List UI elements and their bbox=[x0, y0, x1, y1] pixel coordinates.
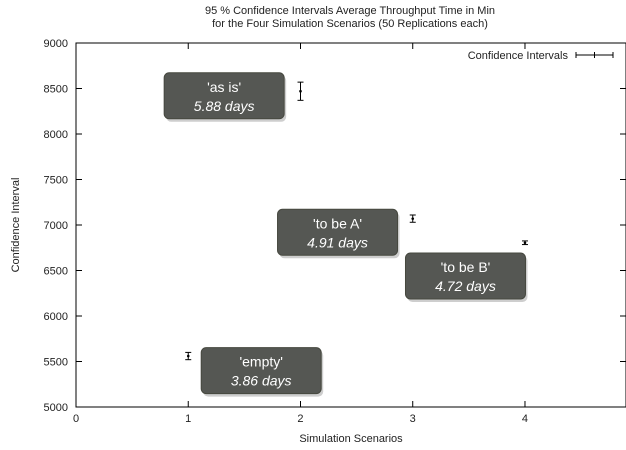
x-tick-label: 4 bbox=[522, 413, 528, 425]
annotation-days: 3.86 days bbox=[231, 373, 292, 389]
y-tick-label: 6000 bbox=[44, 311, 68, 323]
annotation-scenario: 'as is' bbox=[207, 79, 241, 95]
x-axis: 0 1 2 3 4 bbox=[73, 43, 528, 425]
y-tick-label: 7500 bbox=[44, 175, 68, 187]
errorbar bbox=[297, 81, 304, 101]
y-tick-label: 9000 bbox=[44, 38, 68, 50]
y-axis: 5000 5500 6000 6500 7000 7500 8000 8500 9000 bbox=[44, 38, 626, 414]
annotation-bg bbox=[277, 208, 399, 256]
annotation-box: 'to be B' 4.72 days bbox=[404, 252, 528, 302]
y-tick-label: 8000 bbox=[44, 129, 68, 141]
annotation-bg bbox=[404, 252, 526, 300]
x-tick-label: 3 bbox=[410, 413, 416, 425]
annotation-bg bbox=[163, 72, 285, 120]
annotation-days: 5.88 days bbox=[194, 98, 255, 114]
errorbar bbox=[185, 351, 192, 361]
errorbar-point bbox=[186, 354, 190, 358]
annotation-scenario: 'to be B' bbox=[441, 259, 491, 275]
annotation-days: 4.91 days bbox=[307, 234, 368, 250]
annotation-scenario: 'to be A' bbox=[313, 215, 362, 231]
x-axis-label: Simulation Scenarios bbox=[299, 433, 403, 445]
chart-subtitle: for the Four Simulation Scenarios (50 Re… bbox=[212, 18, 488, 30]
annotation-boxes: 'as is'5.88 days'to be A'4.91 days'to be… bbox=[163, 72, 528, 397]
errorbar bbox=[521, 240, 528, 246]
annotation-bg bbox=[200, 347, 322, 395]
errorbar-point bbox=[523, 241, 527, 245]
errorbar-point bbox=[299, 89, 302, 93]
x-tick-label: 1 bbox=[185, 413, 191, 425]
annotation-box: 'empty' 3.86 days bbox=[200, 347, 324, 397]
y-tick-label: 8500 bbox=[44, 84, 68, 96]
errorbar-point bbox=[411, 217, 415, 220]
annotation-box: 'as is' 5.88 days bbox=[163, 72, 287, 122]
y-tick-label: 7000 bbox=[44, 220, 68, 232]
chart-title: 95 % Confidence Intervals Average Throug… bbox=[205, 5, 495, 17]
annotation-days: 4.72 days bbox=[435, 278, 496, 294]
y-tick-label: 5500 bbox=[44, 357, 68, 369]
y-axis-label: Confidence Interval bbox=[10, 178, 22, 273]
errorbar bbox=[409, 214, 416, 223]
annotation-scenario: 'empty' bbox=[239, 354, 282, 370]
y-tick-label: 6500 bbox=[44, 266, 68, 278]
errorbar-series bbox=[185, 81, 528, 361]
legend-label: Confidence Intervals bbox=[468, 50, 569, 62]
x-tick-label: 0 bbox=[73, 413, 79, 425]
x-tick-label: 2 bbox=[297, 413, 303, 425]
legend-errorbar-symbol bbox=[575, 52, 614, 58]
annotation-box: 'to be A' 4.91 days bbox=[277, 208, 400, 259]
legend: Confidence Intervals bbox=[468, 50, 614, 62]
y-tick-label: 5000 bbox=[44, 402, 68, 414]
